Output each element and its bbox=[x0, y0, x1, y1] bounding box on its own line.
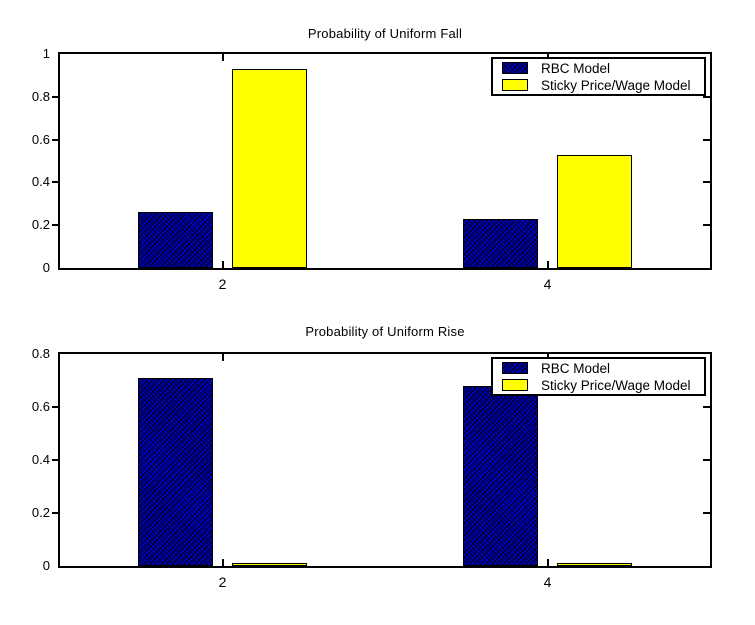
y-tick-label: 0.4 bbox=[31, 174, 50, 189]
x-tick-label: 2 bbox=[218, 574, 227, 590]
rbc-swatch-icon bbox=[502, 62, 528, 74]
legend-label: Sticky Price/Wage Model bbox=[541, 77, 691, 93]
chart-probability-uniform-fall: Probability of Uniform Fall RBC Model St… bbox=[0, 0, 755, 312]
legend-item-rbc: RBC Model bbox=[502, 360, 704, 376]
bar-rbc-x4 bbox=[463, 386, 538, 566]
bar-sticky-x4 bbox=[557, 155, 632, 268]
bar-sticky-x2 bbox=[232, 69, 307, 268]
y-tick-mark bbox=[52, 139, 58, 141]
y-tick-label: 0.6 bbox=[31, 132, 50, 147]
x-tick-mark bbox=[547, 559, 549, 566]
y-tick-mark bbox=[703, 459, 710, 461]
y-tick-label: 0.6 bbox=[31, 399, 50, 414]
y-tick-mark bbox=[52, 96, 58, 98]
y-tick-label: 0.2 bbox=[31, 505, 50, 520]
y-tick-mark bbox=[52, 512, 58, 514]
x-tick-mark bbox=[547, 261, 549, 268]
y-tick-label: 0.2 bbox=[31, 217, 50, 232]
legend-item-sticky: Sticky Price/Wage Model bbox=[502, 77, 704, 93]
legend-label: RBC Model bbox=[541, 360, 611, 376]
legend: RBC Model Sticky Price/Wage Model bbox=[491, 57, 706, 96]
bar-rbc-x2 bbox=[138, 212, 213, 268]
y-tick-label: 0.4 bbox=[31, 452, 50, 467]
x-tick-mark bbox=[222, 261, 224, 268]
y-tick-mark bbox=[52, 181, 58, 183]
chart-title: Probability of Uniform Rise bbox=[305, 324, 465, 339]
y-tick-mark bbox=[52, 459, 58, 461]
y-tick-mark bbox=[703, 96, 710, 98]
plot-area: RBC Model Sticky Price/Wage Model bbox=[58, 52, 712, 270]
rbc-swatch-icon bbox=[502, 362, 528, 374]
sticky-swatch-icon bbox=[502, 79, 528, 91]
y-tick-label: 0.8 bbox=[31, 89, 50, 104]
y-tick-label: 1 bbox=[42, 46, 50, 61]
legend-label: Sticky Price/Wage Model bbox=[541, 377, 691, 393]
y-tick-mark bbox=[703, 139, 710, 141]
legend-item-rbc: RBC Model bbox=[502, 60, 704, 76]
x-tick-label: 4 bbox=[543, 276, 552, 292]
plot-area: RBC Model Sticky Price/Wage Model bbox=[58, 352, 712, 568]
y-tick-mark bbox=[703, 181, 710, 183]
legend-item-sticky: Sticky Price/Wage Model bbox=[502, 377, 704, 393]
y-tick-mark bbox=[703, 224, 710, 226]
y-tick-label: 0 bbox=[42, 260, 50, 275]
legend: RBC Model Sticky Price/Wage Model bbox=[491, 357, 706, 396]
y-tick-mark bbox=[52, 406, 58, 408]
bar-sticky-x4 bbox=[557, 563, 632, 566]
y-tick-label: 0.8 bbox=[31, 346, 50, 361]
y-tick-mark bbox=[703, 512, 710, 514]
bar-rbc-x2 bbox=[138, 378, 213, 566]
x-tick-label: 2 bbox=[218, 276, 227, 292]
chart-title: Probability of Uniform Fall bbox=[307, 26, 463, 41]
chart-probability-uniform-rise: Probability of Uniform Rise RBC Model St… bbox=[0, 312, 755, 625]
y-tick-label: 0 bbox=[42, 558, 50, 573]
y-tick-mark bbox=[703, 406, 710, 408]
bar-sticky-x2 bbox=[232, 563, 307, 566]
x-tick-label: 4 bbox=[543, 574, 552, 590]
bar-rbc-x4 bbox=[463, 219, 538, 268]
y-tick-mark bbox=[52, 224, 58, 226]
x-tick-mark bbox=[222, 354, 224, 361]
legend-label: RBC Model bbox=[541, 60, 611, 76]
sticky-swatch-icon bbox=[502, 379, 528, 391]
x-tick-mark bbox=[222, 54, 224, 61]
x-tick-mark bbox=[222, 559, 224, 566]
